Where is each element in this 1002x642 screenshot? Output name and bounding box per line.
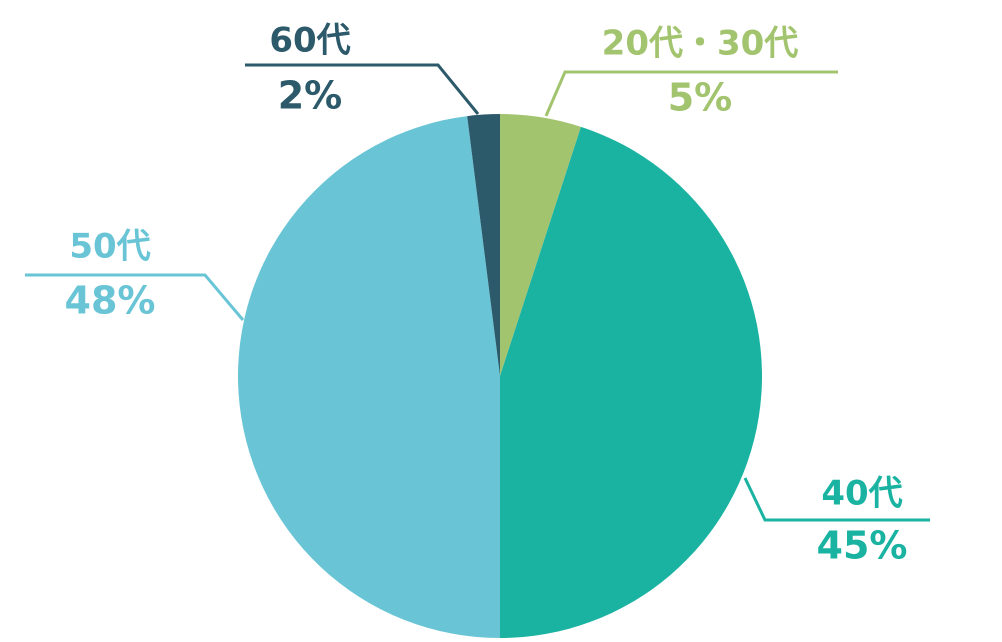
pie-slice xyxy=(500,126,762,639)
leader-line xyxy=(25,273,245,321)
category-label: 50代 xyxy=(69,227,150,267)
category-label: 40代 xyxy=(821,474,902,514)
leader-line xyxy=(245,63,480,115)
value-label: 2% xyxy=(278,74,343,118)
category-label: 60代 xyxy=(269,21,350,61)
pie-slice xyxy=(500,114,581,376)
pie-slice xyxy=(467,114,500,376)
leader-line xyxy=(544,70,838,117)
leader-line xyxy=(743,477,930,522)
value-label: 5% xyxy=(668,76,733,120)
value-label: 48% xyxy=(65,279,156,323)
pie-slice xyxy=(237,116,500,639)
category-label: 20代・30代 xyxy=(602,24,799,64)
value-label: 45% xyxy=(817,524,908,568)
